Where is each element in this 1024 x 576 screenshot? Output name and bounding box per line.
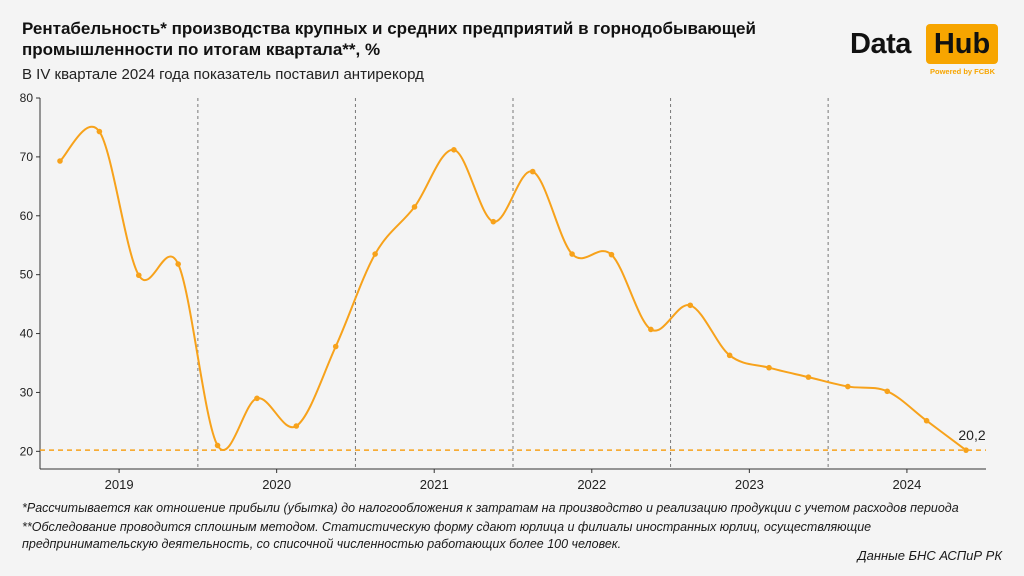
data-point: [923, 417, 930, 424]
data-point: [332, 343, 339, 350]
data-point: [214, 442, 221, 449]
data-point: [726, 352, 733, 359]
y-tick-label: 20: [20, 444, 34, 458]
data-point: [490, 218, 497, 225]
data-source: Данные БНС АСПиР РК: [857, 548, 1002, 563]
data-point: [766, 364, 772, 371]
footnote-1: *Рассчитывается как отношение прибыли (у…: [22, 501, 959, 515]
line-chart: 20 30 40 50 60 70 80 2019 2020 2021 2022 2023 2024 20…: [20, 91, 986, 492]
logo-hub-text: Hub: [926, 24, 998, 64]
data-point: [608, 251, 615, 258]
data-point: [96, 128, 103, 135]
data-point: [57, 158, 63, 164]
data-point: [372, 251, 378, 257]
data-point: [569, 251, 575, 257]
x-year-label: 2023: [735, 477, 764, 492]
data-point: [529, 168, 536, 175]
data-point: [254, 395, 260, 402]
y-tick-label: 30: [20, 385, 34, 399]
y-tick-label: 40: [20, 327, 34, 341]
data-point: [293, 423, 300, 429]
data-point: [687, 302, 694, 309]
logo-data-text: Data: [850, 28, 911, 60]
x-year-label: 2019: [105, 477, 134, 492]
data-point: [135, 272, 142, 279]
x-year-label: 2022: [577, 477, 606, 492]
data-point: [648, 326, 654, 333]
y-tick-label: 60: [20, 209, 34, 223]
data-point: [884, 388, 891, 395]
datahub-logo: Data Hub Powered by FCBK: [850, 22, 1000, 78]
data-point: [411, 204, 418, 210]
y-tick-label: 50: [20, 268, 34, 282]
y-tick-label: 80: [20, 91, 34, 105]
chart-subtitle: В IV квартале 2024 года показатель поста…: [22, 66, 424, 83]
data-point: [805, 374, 812, 380]
x-year-label: 2020: [262, 477, 291, 492]
x-year-label: 2024: [892, 477, 921, 492]
data-point: [451, 147, 457, 153]
logo-powered-text: Powered by FCBK: [930, 67, 996, 76]
data-point: [963, 447, 969, 453]
x-year-label: 2021: [420, 477, 449, 492]
y-tick-label: 70: [20, 150, 34, 164]
footnote-2: **Обследование проводится сплошным метод…: [22, 520, 872, 551]
data-series-line: [59, 126, 967, 451]
chart-title: Рентабельность* производства крупных и с…: [22, 19, 756, 59]
data-point: [845, 383, 851, 390]
data-point: [175, 261, 181, 267]
last-value-label: 20,2: [958, 427, 985, 443]
